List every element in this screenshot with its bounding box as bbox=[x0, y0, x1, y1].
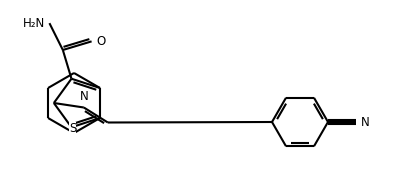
Text: O: O bbox=[97, 35, 106, 48]
Text: H₂N: H₂N bbox=[23, 17, 45, 30]
Text: N: N bbox=[361, 116, 370, 128]
Text: N: N bbox=[79, 90, 88, 102]
Text: S: S bbox=[69, 122, 76, 135]
